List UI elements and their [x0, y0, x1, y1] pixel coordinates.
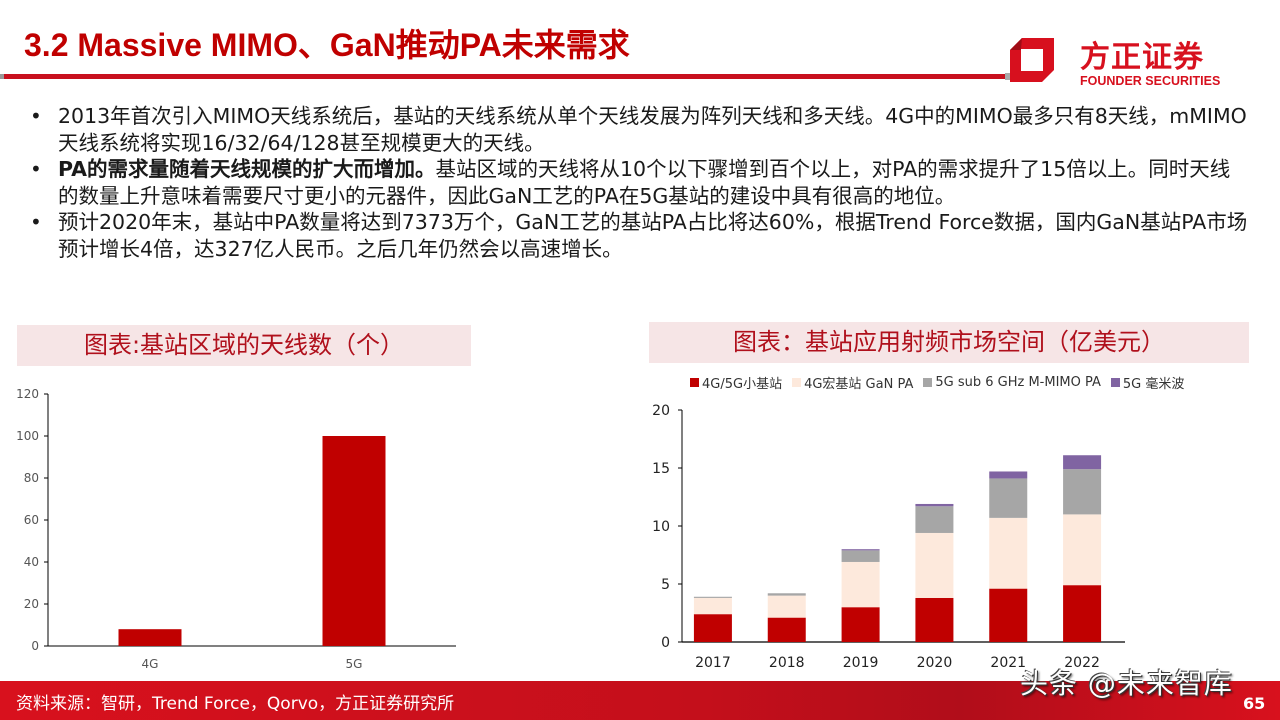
legend-item-mmwave: 5G 毫米波 — [1110, 373, 1185, 392]
antenna-chart-title: 图表:基站区域的天线数（个） — [17, 325, 471, 366]
legend-swatch-icon — [1110, 378, 1120, 387]
bar-segment-2019 — [841, 549, 880, 551]
legend-label: 4G宏基站 GaN PA — [804, 377, 914, 392]
page-title: 3.2 Massive MIMO、GaN推动PA未来需求 — [24, 27, 630, 63]
x-tick-label: 2022 — [1064, 655, 1100, 671]
logo-mark-icon — [1010, 38, 1054, 82]
page-number: 65 — [1243, 694, 1266, 713]
title-divider-end — [1005, 73, 1013, 80]
legend-swatch-icon — [923, 378, 933, 387]
legend-item-small-cell: 4G/5G小基站 — [690, 373, 782, 392]
x-tick-label: 4G — [142, 657, 159, 671]
bar-segment-2021 — [989, 478, 1028, 518]
bar-segment-2021 — [989, 588, 1028, 642]
watermark: 头条 @未来智库 — [1020, 667, 1233, 700]
bar-segment-2019 — [841, 561, 880, 608]
y-tick-label: 0 — [661, 635, 670, 651]
logo-chinese-text: 方正证券 — [1080, 40, 1204, 75]
bar-5G — [322, 436, 386, 646]
bullet-dot-icon: • — [30, 104, 42, 128]
x-tick-label: 2017 — [695, 655, 731, 671]
bullet-bold-lead: PA的需求量随着天线规模的扩大而增加。 — [58, 157, 436, 181]
founder-securities-logo: 方正证券 FOUNDER SECURITIES — [1008, 30, 1268, 92]
legend-label: 5G sub 6 GHz M-MIMO PA — [935, 375, 1101, 390]
bullet-dot-icon: • — [30, 210, 42, 234]
rf-market-chart-title: 图表：基站应用射频市场空间（亿美元） — [649, 322, 1249, 363]
bar-segment-2021 — [989, 517, 1028, 589]
y-tick-label: 40 — [24, 555, 39, 569]
title-divider — [0, 74, 1010, 79]
legend-swatch-icon — [792, 378, 802, 387]
y-tick-label: 100 — [16, 429, 39, 443]
y-tick-label: 20 — [652, 403, 670, 419]
bullet-text: 2013年首次引入MIMO天线系统后，基站的天线系统从单个天线发展为阵列天线和多… — [58, 104, 1247, 155]
bar-segment-2019 — [841, 607, 880, 642]
bullet-dot-icon: • — [30, 157, 42, 181]
legend-item-macro-gan: 4G宏基站 GaN PA — [792, 373, 913, 392]
legend-label: 4G/5G小基站 — [702, 377, 783, 392]
bar-segment-2022 — [1063, 585, 1102, 642]
chart-legend: 4G/5G小基站 4G宏基站 GaN PA 5G sub 6 GHz M-MIM… — [690, 373, 1184, 392]
bar-segment-2018 — [767, 595, 806, 618]
bar-segment-2017 — [693, 614, 732, 642]
bar-segment-2017 — [693, 597, 732, 615]
bar-segment-2020 — [915, 503, 954, 507]
bullet-item: • 2013年首次引入MIMO天线系统后，基站的天线系统从单个天线发展为阵列天线… — [28, 103, 1248, 156]
legend-swatch-icon — [690, 378, 699, 387]
bullet-item: • PA的需求量随着天线规模的扩大而增加。基站区域的天线将从10个以下骤增到百个… — [28, 156, 1248, 209]
logo-english-text: FOUNDER SECURITIES — [1080, 74, 1221, 88]
bar-segment-2018 — [767, 617, 806, 642]
y-tick-label: 10 — [652, 519, 670, 535]
legend-label: 5G 毫米波 — [1122, 377, 1185, 392]
x-tick-label: 2018 — [769, 655, 805, 671]
y-tick-label: 0 — [31, 639, 39, 653]
bar-segment-2018 — [767, 593, 806, 596]
y-tick-label: 20 — [24, 597, 39, 611]
y-tick-label: 120 — [16, 387, 39, 401]
bullet-list: • 2013年首次引入MIMO天线系统后，基站的天线系统从单个天线发展为阵列天线… — [28, 103, 1248, 262]
x-tick-label: 2019 — [843, 655, 879, 671]
x-tick-label: 2020 — [917, 655, 953, 671]
bullet-item: • 预计2020年末，基站中PA数量将达到7373万个，GaN工艺的基站PA占比… — [28, 209, 1248, 262]
legend-item-sub6-mimo: 5G sub 6 GHz M-MIMO PA — [923, 375, 1101, 390]
x-tick-label: 5G — [346, 657, 363, 671]
footer-bar: 资料来源：智研，Trend Force，Qorvo，方正证券研究所 — [0, 681, 1280, 720]
bullet-text: 预计2020年末，基站中PA数量将达到7373万个，GaN工艺的基站PA占比将达… — [58, 210, 1248, 261]
bar-segment-2021 — [989, 471, 1028, 479]
bar-segment-2020 — [915, 506, 954, 533]
bar-segment-2020 — [915, 532, 954, 598]
bar-segment-2019 — [841, 550, 880, 562]
x-tick-label: 2021 — [990, 655, 1026, 671]
y-tick-label: 60 — [24, 513, 39, 527]
bar-segment-2022 — [1063, 514, 1102, 586]
data-source-note: 资料来源：智研，Trend Force，Qorvo，方正证券研究所 — [16, 694, 455, 714]
bar-segment-2022 — [1063, 455, 1102, 470]
bar-4G — [118, 629, 182, 646]
bar-segment-2022 — [1063, 469, 1102, 515]
bar-segment-2017 — [693, 596, 732, 598]
rf-market-stacked-bar-chart: 0 5 10 15 20 2017 2018 2019 2020 2021 2022 — [652, 403, 1125, 671]
y-tick-label: 5 — [661, 577, 670, 593]
antenna-count-bar-chart: 0 20 40 60 80 100 120 4G 5G — [16, 387, 456, 671]
title-divider-stub — [0, 74, 4, 79]
bullet-text: 基站区域的天线将从10个以下骤增到百个以上，对PA的需求提升了15倍以上。同时天… — [58, 157, 1231, 208]
bar-segment-2020 — [915, 597, 954, 642]
y-tick-label: 80 — [24, 471, 39, 485]
y-tick-label: 15 — [652, 461, 670, 477]
